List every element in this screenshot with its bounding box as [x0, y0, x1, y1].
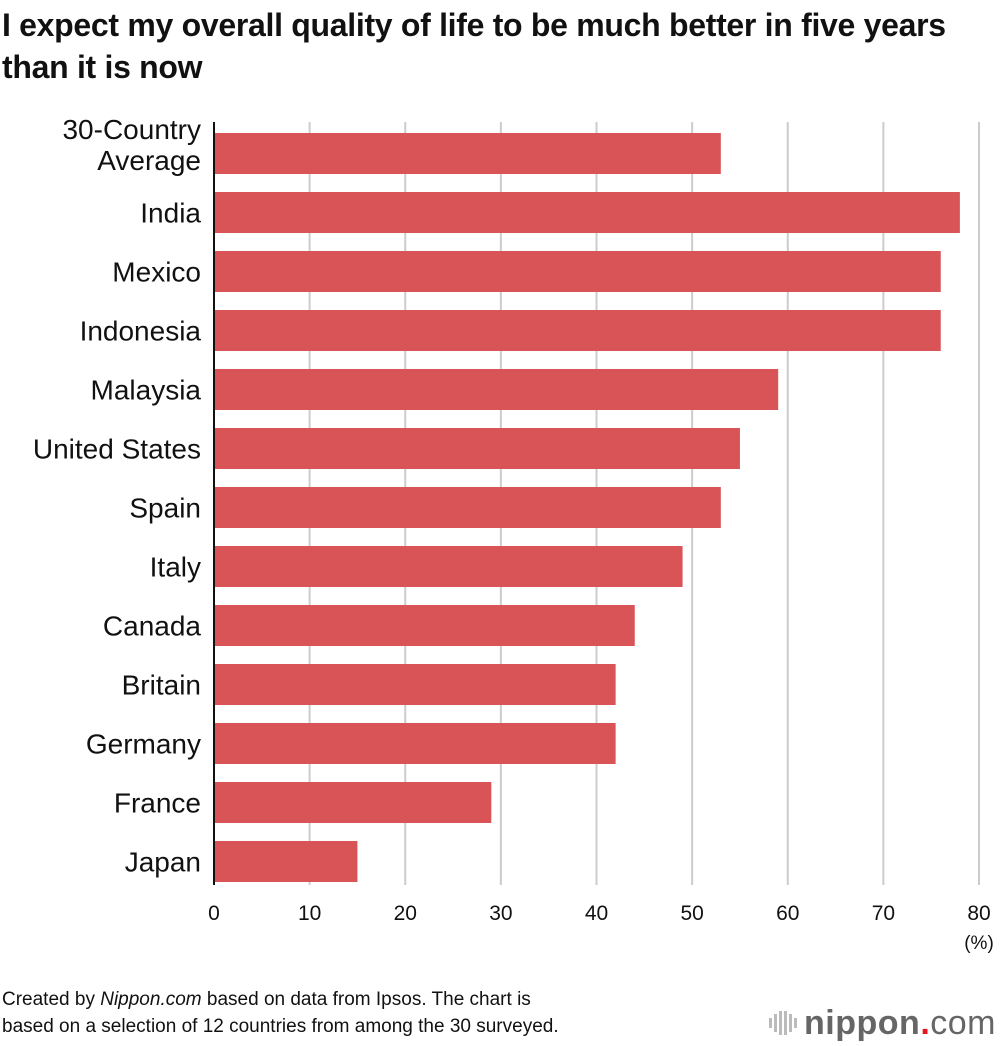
x-tick-label: 60 [776, 902, 799, 925]
category-label: India [140, 198, 201, 229]
bar [214, 310, 941, 351]
footer-note: Created by Nippon.com based on data from… [2, 986, 559, 1040]
bar [214, 723, 616, 764]
x-tick-label: 30 [489, 902, 512, 925]
category-label: Italy [150, 552, 201, 583]
category-label: Japan [125, 847, 201, 878]
x-tick-label: 10 [298, 902, 321, 925]
x-unit-label: (%) [964, 933, 994, 954]
category-label: Indonesia [80, 316, 202, 347]
category-label: United States [33, 434, 201, 465]
x-tick-label: 0 [208, 902, 220, 925]
bar [214, 133, 721, 174]
footer-text: Created by [2, 989, 101, 1010]
category-label: Canada [103, 611, 202, 642]
bar [214, 251, 941, 292]
bar [214, 369, 779, 410]
bar [214, 605, 635, 646]
bar [214, 546, 683, 587]
category-label: 30-Country Average [62, 114, 201, 176]
category-label: Mexico [112, 257, 201, 288]
bar [214, 841, 358, 882]
category-label: Spain [129, 493, 201, 524]
x-tick-label: 70 [872, 902, 895, 925]
nippon-logo: nippon.com [768, 1004, 996, 1043]
bar-chart: 0 10 20 30 40 50 60 70 80 (%) 30-Country Average Ind… [33, 114, 994, 954]
category-label: France [114, 788, 201, 819]
bar [214, 664, 616, 705]
logo-icon [769, 1011, 798, 1035]
bar [214, 487, 721, 528]
x-tick-label: 80 [967, 902, 990, 925]
x-tick-label: 50 [680, 902, 703, 925]
x-tick-label: 40 [585, 902, 608, 925]
footer-source: Nippon.com [100, 989, 202, 1010]
footer-text: based on a selection of 12 countries fro… [2, 1016, 559, 1037]
chart-title: I expect my overall quality of life to b… [2, 7, 946, 85]
category-label: Germany [86, 729, 201, 760]
category-label: Malaysia [91, 375, 202, 406]
bar [214, 428, 740, 469]
category-label: Britain [122, 670, 201, 701]
bar [214, 192, 960, 233]
footer-text: based on data from Ipsos. The chart is [201, 989, 531, 1010]
x-tick-label: 20 [394, 902, 417, 925]
bar [214, 782, 492, 823]
